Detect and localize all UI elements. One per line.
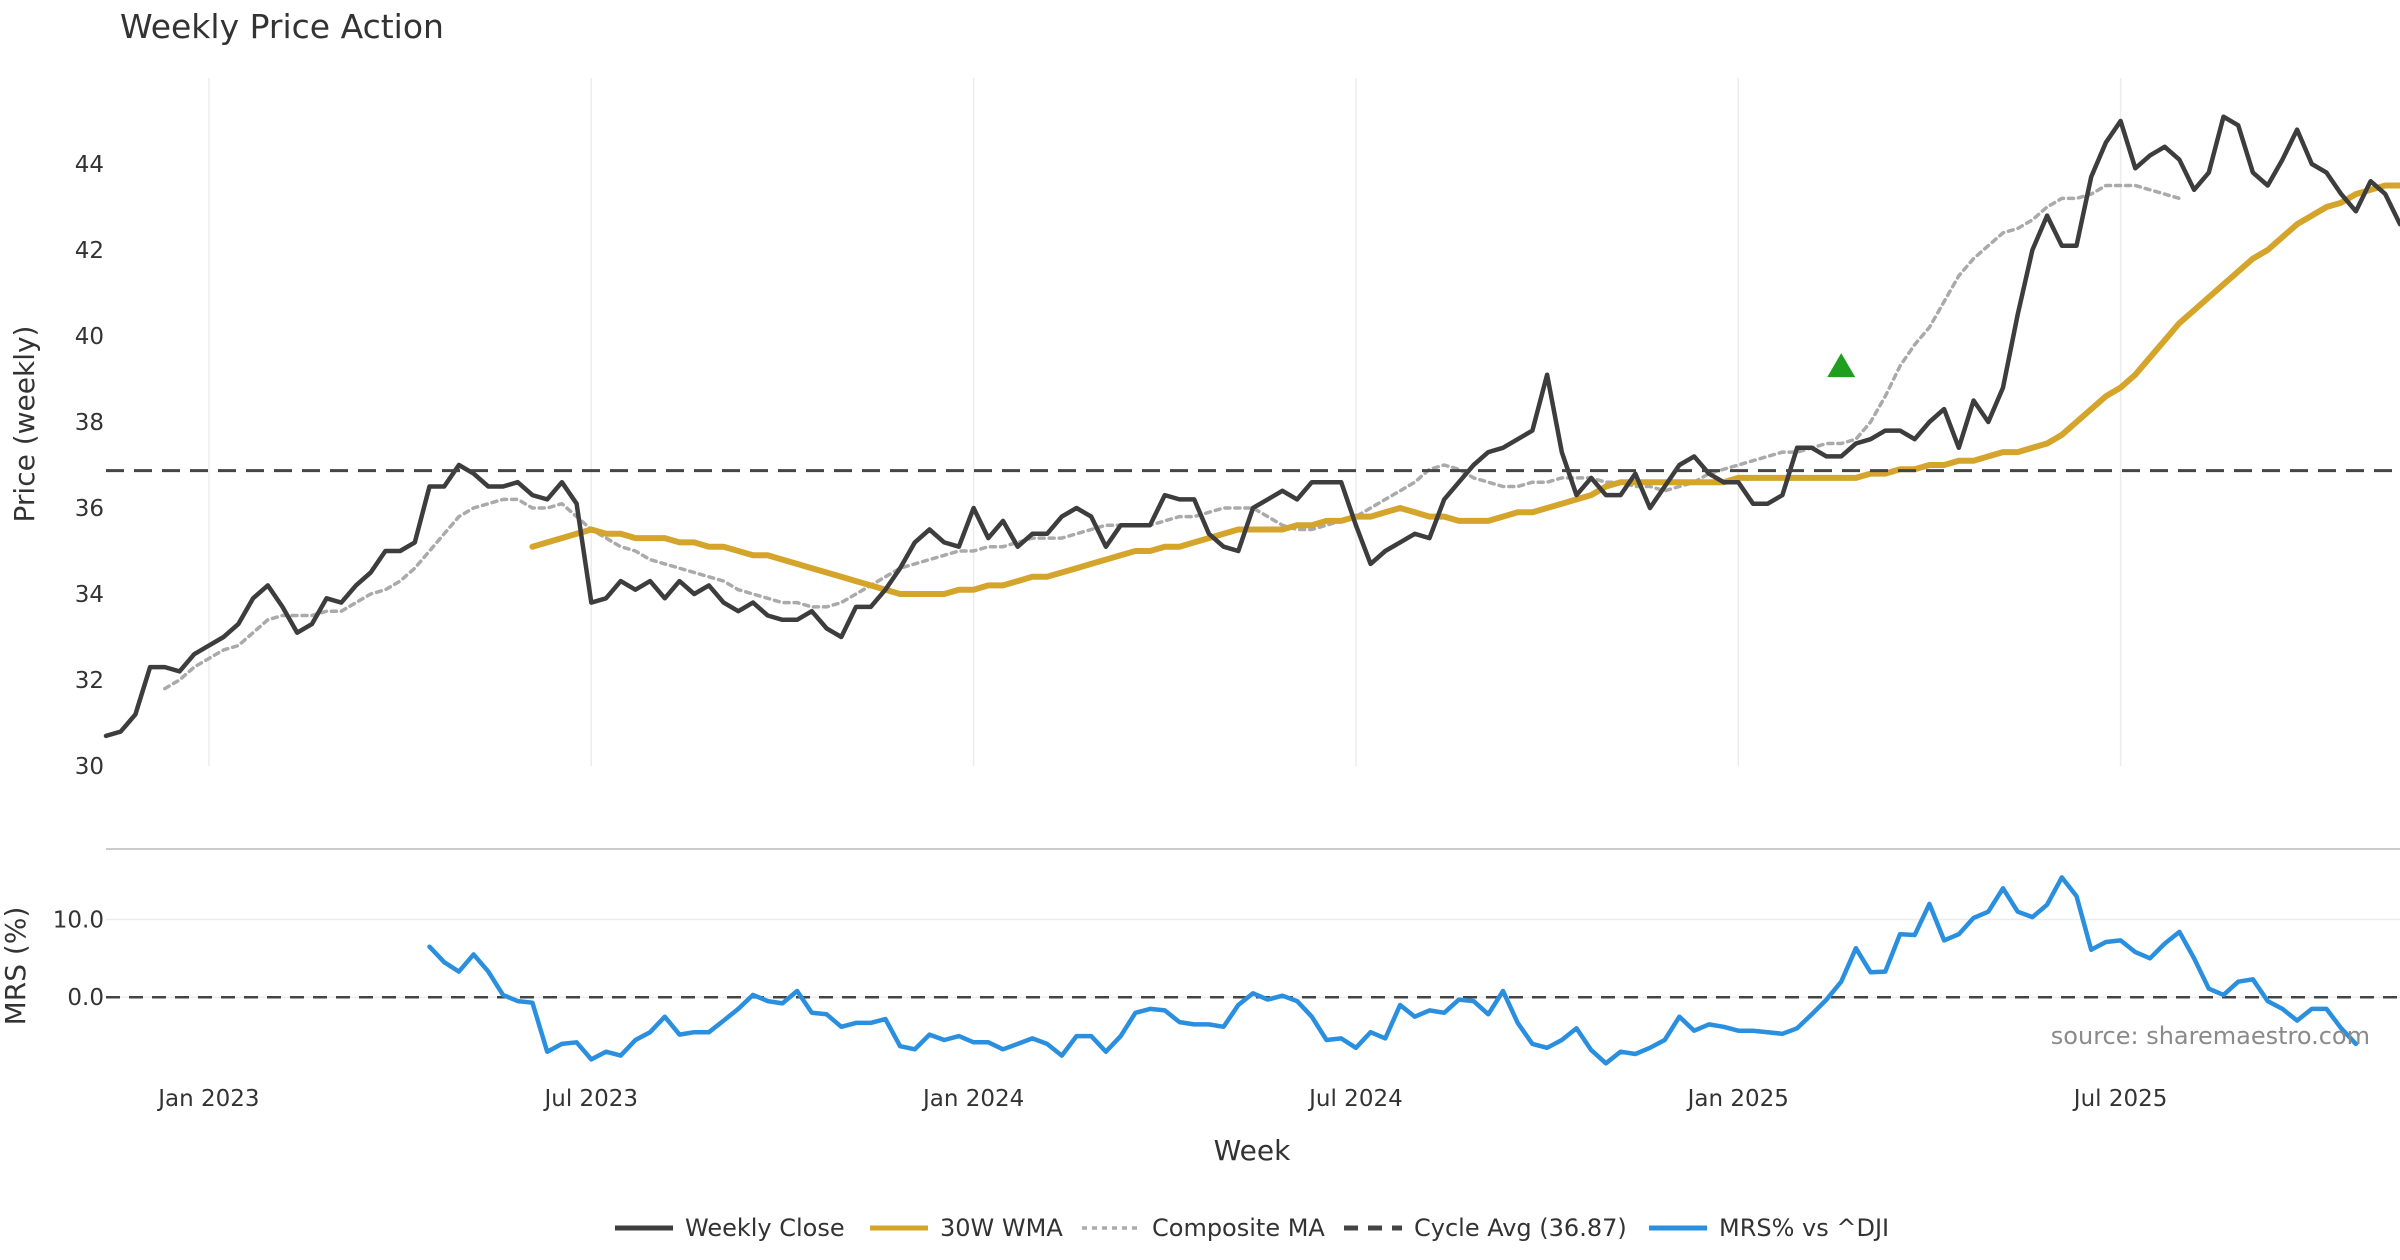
mrs-series-line [427, 875, 2359, 1066]
x-tick-label: Jan 2023 [156, 1086, 259, 1112]
x-tick-label: Jul 2023 [542, 1086, 638, 1112]
mrs-y-tick-label: 10.0 [53, 907, 104, 933]
x-axis: Jan 2023 Jul 2023 Jan 2024 Jul 2024 Jan 2025… [156, 1086, 2167, 1112]
legend-label-mrs: MRS% vs ^DJI [1719, 1214, 1889, 1242]
price-y-tick-label: 36 [75, 496, 104, 522]
composite-series-line [163, 183, 2182, 691]
price-y-tick-label: 34 [75, 582, 104, 608]
x-axis-label: Week [1214, 1134, 1291, 1167]
source-watermark: source: sharemaestro.com [2051, 1022, 2370, 1050]
legend: Weekly Close 30W WMA Composite MA Cycle Avg… [615, 1214, 1889, 1242]
close-series-line [103, 114, 2400, 739]
price-y-tick-label: 44 [75, 152, 104, 178]
legend-label-composite: Composite MA [1152, 1214, 1325, 1242]
price-y-tick-label: 40 [75, 324, 104, 350]
mrs-y-axis-label: MRS (%) [0, 907, 32, 1026]
price-panel: 30 32 34 36 38 40 42 44 [75, 114, 2400, 780]
legend-label-close: Weekly Close [685, 1214, 845, 1242]
price-y-axis-label: Price (weekly) [8, 326, 41, 523]
chart-title: Weekly Price Action [120, 7, 444, 46]
legend-label-cycle: Cycle Avg (36.87) [1414, 1214, 1627, 1242]
x-tick-label: Jul 2025 [2072, 1086, 2168, 1112]
grid-layer [106, 78, 2400, 998]
price-y-tick-label: 42 [75, 238, 104, 264]
price-y-tick-label: 38 [75, 410, 104, 436]
price-y-tick-label: 32 [75, 668, 104, 694]
signal-marker [1827, 353, 1856, 378]
price-y-tick-label: 30 [75, 754, 104, 780]
wma-series-line [529, 182, 2400, 597]
x-tick-label: Jul 2024 [1307, 1086, 1403, 1112]
mrs-panel: 0.0 10.0 [53, 875, 2400, 1066]
mrs-y-tick-label: 0.0 [67, 985, 104, 1011]
legend-label-wma: 30W WMA [940, 1214, 1063, 1242]
x-tick-label: Jan 2025 [1686, 1086, 1789, 1112]
x-tick-label: Jan 2024 [921, 1086, 1024, 1112]
